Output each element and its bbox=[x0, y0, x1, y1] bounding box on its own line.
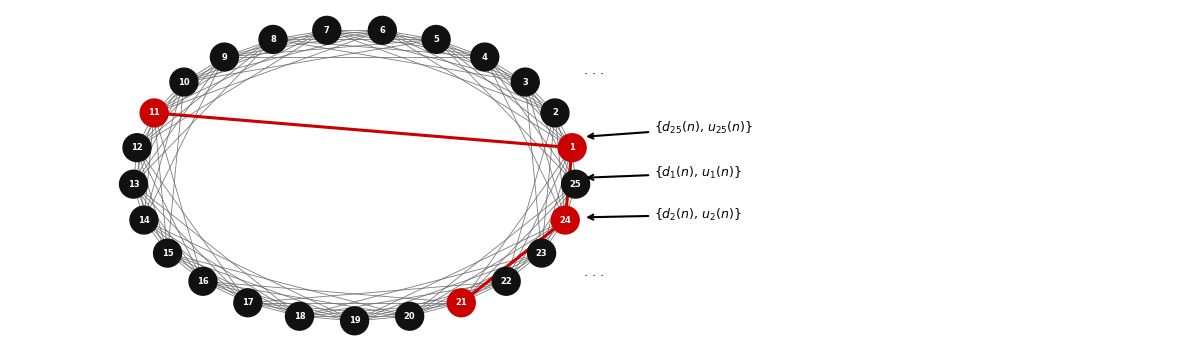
Ellipse shape bbox=[210, 43, 239, 71]
Ellipse shape bbox=[551, 206, 580, 234]
Ellipse shape bbox=[170, 68, 198, 96]
Ellipse shape bbox=[528, 239, 556, 267]
Text: $\{d_{2}(n),\, u_{2}(n)\}$: $\{d_{2}(n),\, u_{2}(n)\}$ bbox=[588, 207, 742, 223]
Text: 1: 1 bbox=[569, 143, 575, 152]
Text: 16: 16 bbox=[197, 277, 209, 286]
Ellipse shape bbox=[286, 302, 313, 330]
Ellipse shape bbox=[558, 134, 586, 162]
Ellipse shape bbox=[368, 16, 396, 44]
Text: 15: 15 bbox=[162, 248, 174, 258]
Text: 5: 5 bbox=[433, 35, 439, 44]
Ellipse shape bbox=[511, 68, 539, 96]
Ellipse shape bbox=[541, 99, 569, 127]
Text: 24: 24 bbox=[559, 216, 571, 225]
Text: 3: 3 bbox=[522, 78, 528, 86]
Text: 10: 10 bbox=[178, 78, 190, 86]
Ellipse shape bbox=[140, 99, 168, 127]
Text: 6: 6 bbox=[379, 26, 385, 35]
Text: $\{d_{25}(n),\, u_{25}(n)\}$: $\{d_{25}(n),\, u_{25}(n)\}$ bbox=[588, 120, 752, 139]
Text: . . .: . . . bbox=[584, 64, 604, 77]
Text: 7: 7 bbox=[324, 26, 330, 35]
Text: 8: 8 bbox=[270, 35, 276, 44]
Text: $\{d_{1}(n),\, u_{1}(n)\}$: $\{d_{1}(n),\, u_{1}(n)\}$ bbox=[588, 165, 742, 181]
Ellipse shape bbox=[188, 267, 217, 295]
Ellipse shape bbox=[130, 206, 158, 234]
Text: 12: 12 bbox=[131, 143, 143, 152]
Text: 4: 4 bbox=[482, 52, 487, 62]
Ellipse shape bbox=[422, 26, 450, 53]
Ellipse shape bbox=[562, 170, 589, 198]
Text: 13: 13 bbox=[127, 180, 139, 189]
Text: 2: 2 bbox=[552, 108, 558, 117]
Ellipse shape bbox=[234, 289, 262, 317]
Ellipse shape bbox=[396, 302, 424, 330]
Ellipse shape bbox=[120, 170, 148, 198]
Text: 14: 14 bbox=[138, 216, 150, 225]
Text: 20: 20 bbox=[404, 312, 415, 321]
Text: 21: 21 bbox=[455, 298, 467, 307]
Text: 25: 25 bbox=[570, 180, 582, 189]
Text: 9: 9 bbox=[222, 52, 227, 62]
Text: 23: 23 bbox=[535, 248, 547, 258]
Text: 18: 18 bbox=[294, 312, 305, 321]
Text: 22: 22 bbox=[500, 277, 512, 286]
Text: . . .: . . . bbox=[584, 266, 604, 279]
Ellipse shape bbox=[259, 26, 287, 53]
Ellipse shape bbox=[154, 239, 181, 267]
Ellipse shape bbox=[313, 16, 341, 44]
Ellipse shape bbox=[341, 307, 368, 335]
Text: 19: 19 bbox=[349, 316, 360, 326]
Ellipse shape bbox=[124, 134, 151, 162]
Text: 17: 17 bbox=[242, 298, 253, 307]
Ellipse shape bbox=[470, 43, 499, 71]
Ellipse shape bbox=[448, 289, 475, 317]
Ellipse shape bbox=[492, 267, 520, 295]
Text: 11: 11 bbox=[149, 108, 160, 117]
